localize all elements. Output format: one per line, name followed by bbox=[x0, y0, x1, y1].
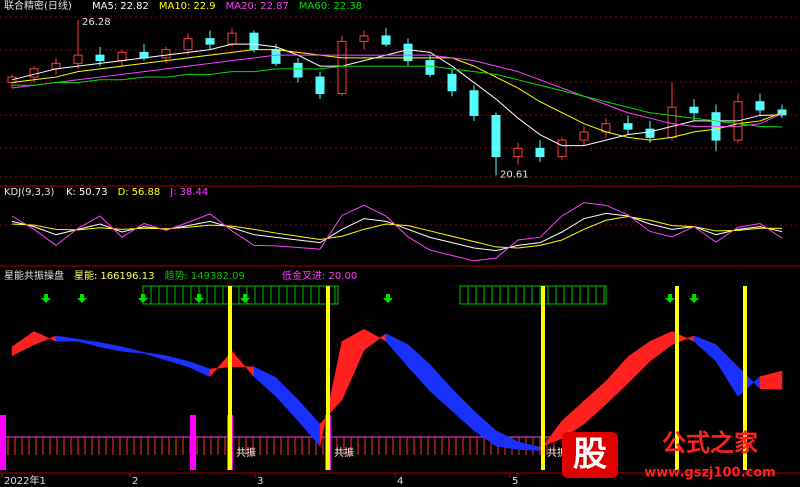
logo-box bbox=[562, 432, 618, 478]
series-line bbox=[11, 202, 783, 262]
candle-body bbox=[579, 131, 589, 141]
series-line bbox=[11, 54, 783, 127]
legend-name: 趋势: bbox=[164, 269, 187, 282]
signal-label: 共振 bbox=[334, 446, 354, 459]
series-line bbox=[11, 212, 783, 252]
candle-body bbox=[183, 38, 193, 51]
candle-body bbox=[73, 54, 83, 64]
band-segment bbox=[759, 370, 783, 390]
arrow bbox=[689, 294, 699, 303]
arrow bbox=[240, 294, 250, 303]
x-tick-label: 2 bbox=[132, 476, 138, 487]
legend-name: MA5: bbox=[92, 1, 117, 12]
arrow bbox=[138, 294, 148, 303]
candle-body bbox=[491, 114, 501, 158]
arrow bbox=[383, 294, 393, 303]
series-line bbox=[12, 65, 783, 128]
legend-value: 149382.09 bbox=[191, 271, 245, 282]
candle-body bbox=[403, 43, 413, 62]
legend-name: MA10: bbox=[159, 1, 191, 12]
candle-body bbox=[271, 49, 281, 64]
site-name: 公式之家 bbox=[662, 429, 758, 457]
candle-body bbox=[227, 32, 237, 45]
legend-name: MA60: bbox=[299, 1, 331, 12]
magenta-bar bbox=[0, 415, 6, 470]
legend-value: 22.38 bbox=[333, 1, 362, 12]
x-tick-label: 2022年1 bbox=[4, 474, 46, 487]
panel-title: 星能共振操盘 bbox=[4, 269, 64, 282]
candle-body bbox=[447, 73, 457, 92]
x-tick-label: 5 bbox=[512, 476, 518, 487]
annotation: 低金叉进: 20.00 bbox=[282, 269, 357, 282]
candle-body bbox=[513, 147, 523, 158]
high-label: 26.28 bbox=[82, 17, 111, 28]
signal-line bbox=[675, 286, 679, 470]
legend-value: 50.73 bbox=[79, 187, 108, 198]
candle-body bbox=[469, 90, 479, 116]
candle-body bbox=[315, 76, 325, 95]
candle-body bbox=[623, 123, 633, 130]
candle-body bbox=[95, 54, 105, 62]
x-tick-label: 4 bbox=[397, 476, 403, 487]
legend-value: 22.9 bbox=[193, 1, 215, 12]
magenta-bar bbox=[190, 415, 196, 470]
candle-body bbox=[535, 147, 545, 158]
yellow-signal-lines bbox=[228, 286, 747, 470]
candle-body bbox=[249, 32, 259, 51]
panel-title: KDJ(9,3,3) bbox=[4, 187, 55, 198]
candle-body bbox=[29, 68, 39, 78]
signal-line bbox=[743, 286, 747, 470]
signal-line bbox=[326, 286, 330, 470]
chart-title: 联合精密(日线) bbox=[4, 0, 72, 12]
arrow bbox=[41, 294, 51, 303]
arrow bbox=[77, 294, 87, 303]
arrow bbox=[665, 294, 675, 303]
candle-body bbox=[381, 35, 391, 45]
arrow bbox=[194, 294, 204, 303]
low-label: 20.61 bbox=[500, 170, 529, 181]
candle-body bbox=[557, 139, 567, 158]
candle-body bbox=[205, 38, 215, 45]
candle-body bbox=[755, 101, 765, 111]
candle-body bbox=[359, 35, 369, 42]
series-line bbox=[11, 43, 783, 147]
legend-value: 166196.13 bbox=[100, 271, 154, 282]
candle-body bbox=[689, 106, 699, 114]
legend-value: 56.88 bbox=[132, 187, 161, 198]
series-line bbox=[11, 216, 783, 249]
site-url: www.gszj100.com bbox=[644, 466, 775, 481]
legend-value: 22.87 bbox=[260, 1, 289, 12]
signal-line bbox=[228, 286, 232, 470]
legend-name: K: bbox=[66, 187, 76, 198]
x-tick-label: 3 bbox=[257, 476, 263, 487]
signal-box bbox=[459, 285, 607, 305]
candle-body bbox=[293, 62, 303, 78]
candle-body bbox=[161, 49, 171, 59]
signal-line bbox=[541, 286, 545, 470]
legend-name: 星能: bbox=[74, 269, 97, 282]
legend-value: 22.82 bbox=[120, 1, 149, 12]
legend-name: J: bbox=[169, 187, 176, 198]
logo: 股 bbox=[573, 435, 607, 475]
candle-body bbox=[337, 40, 347, 95]
candle-body bbox=[667, 106, 677, 138]
green-arrows bbox=[41, 294, 699, 303]
candle-body bbox=[117, 51, 127, 62]
candle-body bbox=[645, 128, 655, 138]
legend-name: MA20: bbox=[226, 1, 258, 12]
legend-name: D: bbox=[118, 187, 129, 198]
series-line bbox=[11, 49, 783, 141]
candle-body bbox=[425, 60, 435, 75]
signal-label: 共振 bbox=[236, 446, 256, 459]
legend-value: 38.44 bbox=[180, 187, 209, 198]
